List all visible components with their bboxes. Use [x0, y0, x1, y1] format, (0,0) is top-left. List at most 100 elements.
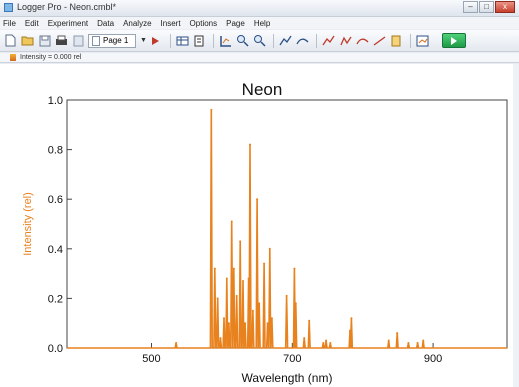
close-button[interactable]: x	[495, 1, 515, 13]
toolbar-divider	[409, 33, 411, 48]
window-title: Logger Pro - Neon.cmbl*	[17, 2, 117, 12]
spectrum-peak-point	[266, 322, 269, 325]
spectrum-peak-point	[242, 280, 244, 283]
spectrum-peak-point	[210, 108, 213, 111]
spectrum-peak-point	[263, 262, 266, 265]
menu-edit[interactable]: Edit	[24, 18, 39, 28]
y-axis-ticks: 0.0 0.2 0.4 0.6 0.8 1.0	[48, 95, 72, 355]
print-icon[interactable]	[54, 33, 69, 48]
chart-icon[interactable]	[415, 33, 430, 48]
statistics-icon[interactable]	[338, 33, 353, 48]
spectrum-peak-point	[227, 322, 230, 325]
spectrum-peak-point	[422, 339, 425, 342]
vertical-scrollbar[interactable]	[513, 64, 519, 387]
spectrum-peak-point	[175, 342, 178, 345]
spectrum-peak-point	[329, 342, 332, 345]
notebook-icon[interactable]	[389, 33, 404, 48]
page-select[interactable]: Page 1	[88, 33, 136, 48]
y-tick-label: 0.0	[48, 343, 63, 355]
chart-title: Neon	[242, 80, 283, 99]
spectrum-peak-point	[235, 294, 238, 297]
spectrum-peak-point	[268, 247, 271, 250]
table-icon[interactable]	[175, 33, 190, 48]
spectrum-peak-point	[251, 309, 254, 312]
page-icon[interactable]	[71, 33, 86, 48]
spectrum-peak-point	[239, 240, 242, 243]
page-select-icon	[92, 35, 100, 46]
meter-strip: Intensity = 0.000 rel	[0, 53, 519, 63]
tangent-icon[interactable]	[295, 33, 310, 48]
menu-experiment[interactable]: Experiment	[47, 18, 89, 28]
toolbar-divider	[272, 33, 274, 48]
spectrum-chart[interactable]: Neon 0.0 0.2 0.4 0.6 0.8 1.0 500 700 900 Intens…	[0, 64, 519, 387]
spectrum-peak-point	[349, 329, 352, 332]
x-tick-label: 900	[424, 353, 442, 365]
autoscale-icon[interactable]	[218, 33, 233, 48]
curve-fit-icon[interactable]	[355, 33, 370, 48]
spectrum-peak-point	[256, 198, 259, 201]
menu-data[interactable]: Data	[97, 18, 115, 28]
play-icon	[450, 36, 457, 45]
toolbar-divider	[315, 33, 317, 48]
spectrum-peak-point	[303, 337, 306, 340]
spectrum-peak-point	[230, 220, 233, 223]
window-controls: – □ x	[462, 1, 515, 14]
menu-analyze[interactable]: Analyze	[123, 18, 152, 28]
sensor-meter-icon	[10, 54, 16, 61]
spectrum-peak-point	[396, 332, 399, 335]
spectrum-peak-point	[387, 339, 390, 342]
data-icon[interactable]	[192, 33, 207, 48]
spectrum-peak-point	[325, 339, 328, 342]
spectrum-peak-point	[416, 342, 419, 345]
app-icon	[4, 3, 13, 12]
x-tick-label: 700	[283, 353, 301, 365]
save-icon[interactable]	[37, 33, 52, 48]
x-axis-label: Wavelength (nm)	[242, 371, 333, 385]
y-axis-label: Intensity (rel)	[22, 192, 34, 256]
spectrum-peak-point	[232, 267, 235, 270]
spectrum-peak-point	[222, 317, 225, 320]
chevron-down-icon[interactable]: ▼	[140, 37, 147, 44]
menu-bar: File Edit Experiment Data Analyze Insert…	[0, 17, 519, 29]
zoom-out-icon[interactable]	[252, 33, 267, 48]
y-tick-label: 0.8	[48, 145, 63, 157]
y-tick-label: 0.6	[48, 194, 63, 206]
linear-fit-icon[interactable]	[372, 33, 387, 48]
spectrum-peak-point	[270, 317, 273, 320]
integral-icon[interactable]	[321, 33, 336, 48]
spectrum-peak-point	[285, 294, 288, 297]
spectrum-peak-point	[219, 337, 222, 340]
menu-help[interactable]: Help	[253, 18, 271, 28]
arrow-icon[interactable]	[149, 33, 164, 48]
meter-readout: Intensity = 0.000 rel	[20, 54, 82, 61]
spectrum-peak-point	[350, 317, 353, 320]
spectrum-peak-point	[216, 297, 219, 300]
minimize-button[interactable]: –	[463, 1, 478, 13]
menu-options[interactable]: Options	[189, 18, 218, 28]
x-tick-label: 500	[142, 353, 160, 365]
y-tick-label: 0.4	[48, 244, 63, 256]
y-tick-label: 1.0	[48, 95, 63, 107]
spectrum-peak-point	[258, 302, 261, 305]
spectrum-peak-point	[225, 277, 228, 280]
graph-area[interactable]: Neon 0.0 0.2 0.4 0.6 0.8 1.0 500 700 900 Intens…	[0, 64, 519, 387]
examine-icon[interactable]	[278, 33, 293, 48]
toolbar: Page 1 ▼	[0, 30, 519, 52]
y-tick-label: 0.2	[48, 293, 63, 305]
toolbar-divider	[169, 33, 171, 48]
zoom-in-icon[interactable]	[235, 33, 250, 48]
open-file-icon[interactable]	[20, 33, 35, 48]
spectrum-peak-point	[322, 342, 325, 345]
spectrum-series-line	[67, 109, 507, 349]
collect-button[interactable]	[441, 33, 466, 48]
menu-page[interactable]: Page	[226, 18, 245, 28]
toolbar-divider	[212, 33, 214, 48]
menu-insert[interactable]: Insert	[160, 18, 181, 28]
new-file-icon[interactable]	[3, 33, 18, 48]
spectrum-peak-point	[213, 267, 216, 270]
page-select-label: Page 1	[103, 36, 129, 45]
spectrum-peak-point	[293, 267, 296, 270]
maximize-button[interactable]: □	[479, 1, 494, 13]
menu-file[interactable]: File	[3, 18, 16, 28]
